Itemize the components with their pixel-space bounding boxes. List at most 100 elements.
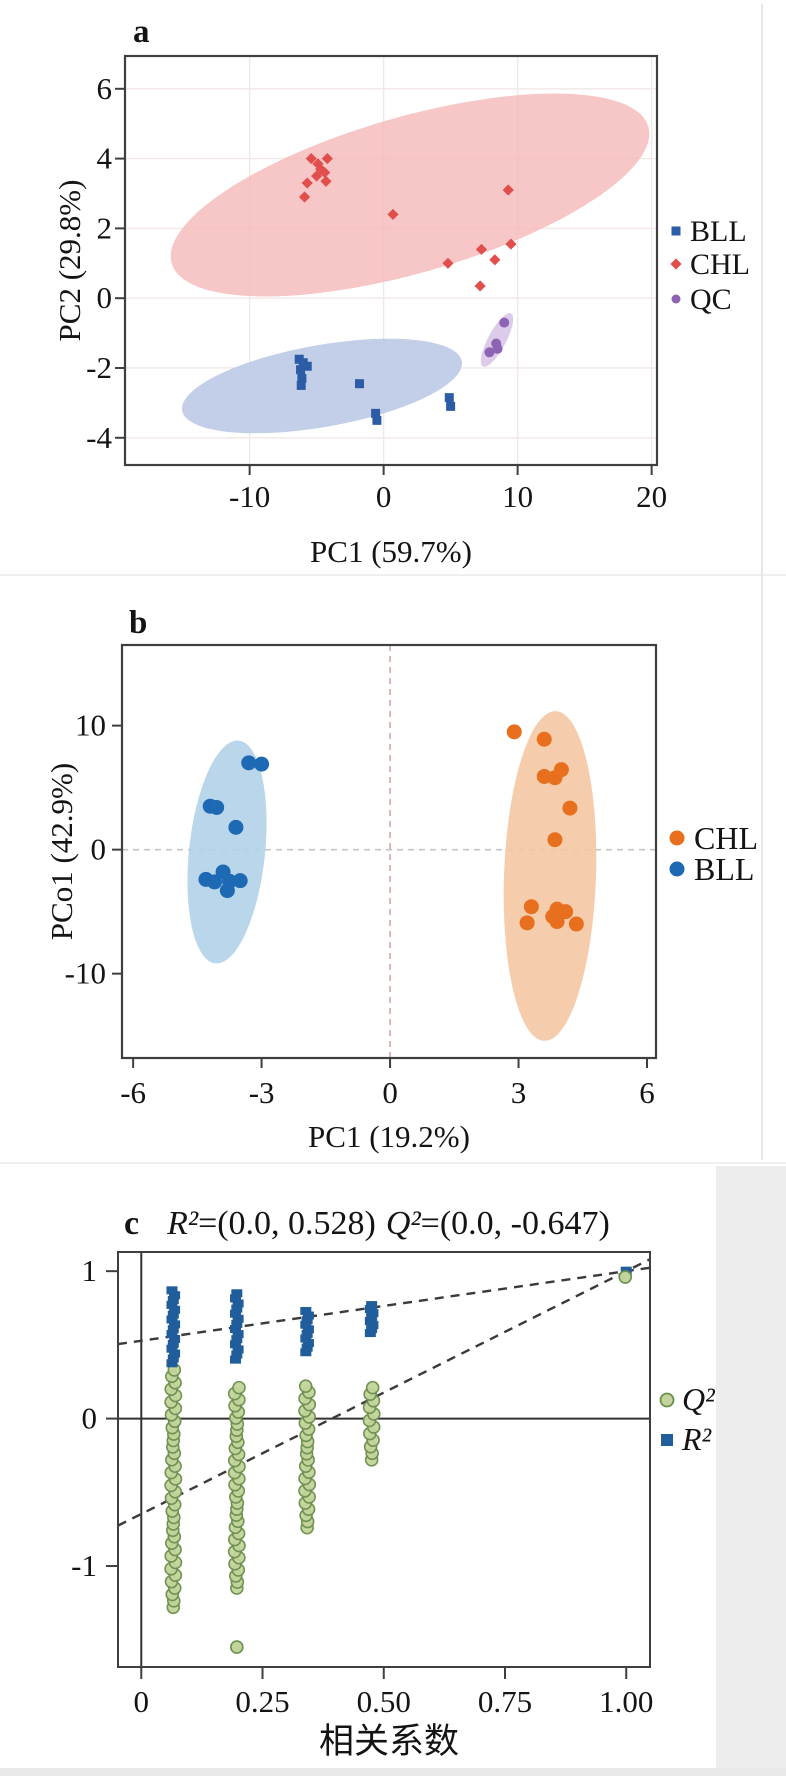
x-axis-title-c: 相关系数 [319,1722,459,1761]
r2-point [169,1305,181,1314]
r2-column [230,1289,244,1364]
chl-point [312,158,324,170]
legend-marker-q2 [659,1392,675,1408]
legend-label-qc: QC [690,283,732,316]
y-tick-label: 2 [97,210,113,245]
x-tick-label: 0.25 [235,1684,289,1719]
chl-point [442,257,454,269]
r2-point [166,1330,178,1339]
r2-point [231,1350,243,1359]
r2-point [169,1334,181,1343]
r2-column [364,1301,379,1338]
panel-label-b: b [129,605,147,641]
chl-point [305,153,317,165]
y-tick-label: -2 [86,350,112,385]
x-tick-label: 0 [376,479,392,514]
r2-regression-line [117,1266,651,1346]
q2-reference [618,1270,633,1284]
r2-point [302,1325,314,1334]
r2-point [231,1319,243,1328]
r2-point [230,1309,242,1318]
x-tick-label: 0 [134,1684,150,1719]
chl-point [319,166,331,179]
chl-point [562,800,578,816]
panel-c: 0 0.25 0.50 0.75 1.00 -1 0 1 相关系数 c R²=(0.0, 0.528… [71,1166,786,1772]
r2-point [367,1309,379,1318]
qc-point [492,343,503,354]
y-tick-label: 0 [97,280,113,315]
bll-point [297,373,307,383]
bll-point [296,365,306,375]
r2-point [169,1320,181,1329]
x-tick-label: 6 [639,1075,655,1110]
chl-point [505,238,517,250]
r2-point [166,1286,178,1295]
chl-point [311,170,323,182]
y-tick-label: 10 [75,708,106,743]
legend-label-bll: BLL [690,215,747,248]
y-tick-label: 6 [97,71,113,106]
chl-point [558,904,574,920]
r2-point [231,1304,243,1313]
r2-point [230,1355,242,1364]
y-tick-label: 4 [97,141,113,176]
q2-point [365,1380,380,1395]
legend-marker-bll [669,861,685,877]
chl-point [298,191,311,203]
r2-point [366,1313,378,1322]
reference-point [618,1266,633,1284]
x-tick-label: 0.75 [478,1684,532,1719]
y-tick-label: -1 [71,1548,97,1583]
y-tick-label: 1 [82,1253,98,1288]
r2-point [301,1329,313,1338]
chl-point [519,915,535,931]
y-axis-title-a: PC2 (29.8%) [52,180,87,342]
bll-point [296,380,306,390]
chl-point [553,762,569,778]
series-chl [506,724,584,932]
chl-point [321,153,333,165]
r2-point [300,1334,312,1343]
bll-point [209,799,225,815]
x-tick-label: -10 [229,479,270,514]
series-bll [198,755,270,899]
panel-label-a: a [133,14,150,50]
r2-point [300,1306,312,1315]
legend-c: Q² R² [659,1381,716,1457]
r2-point [232,1299,244,1308]
chl-point [523,899,539,915]
bll-point [219,883,235,899]
x-tick-label: -3 [249,1075,275,1110]
q2-column [227,1380,246,1654]
q2-column [362,1380,381,1467]
r2-column [300,1306,314,1357]
r2-point [167,1354,179,1363]
scan-edge-band [716,1166,786,1772]
panel-c-title: c R²=(0.0, 0.528) Q²=(0.0, -0.647) [124,1205,610,1242]
chl-point [502,184,514,196]
page-bottom-edge [0,1768,786,1776]
qc-point [484,347,495,358]
r2-point [166,1315,178,1324]
x-tick-label: 0.50 [357,1684,411,1719]
q2-regression-line [117,1258,651,1527]
r2-point [301,1316,313,1325]
r2-point [300,1348,312,1357]
bll-point [446,401,456,411]
r2-point [167,1310,179,1319]
bll-point [444,393,454,403]
chl-point [320,175,332,187]
r2-point [366,1301,378,1310]
x-tick-label: 10 [502,479,533,514]
bll-confidence-ellipse [181,338,463,434]
chl-point [301,177,313,189]
r2-point [169,1291,181,1300]
legend-label-chl: CHL [694,820,758,856]
r2-point [366,1325,378,1334]
legend-marker-r2 [661,1434,673,1446]
chl-point [474,280,486,292]
chl-point [549,914,565,930]
r2-point [166,1300,178,1309]
